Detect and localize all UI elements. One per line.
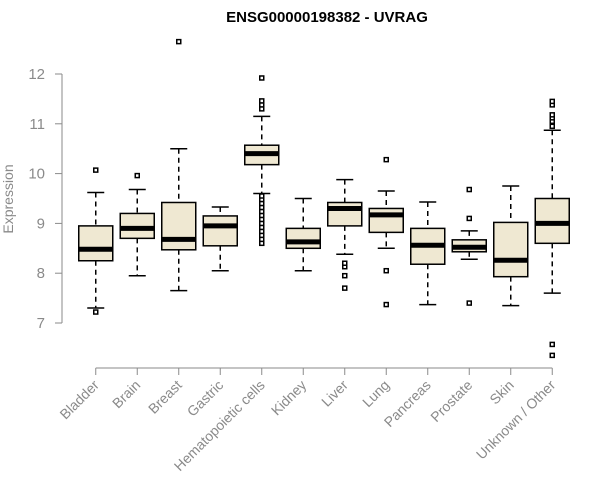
y-tick-label: 10 xyxy=(28,166,45,183)
outlier-point xyxy=(342,285,348,291)
box-item xyxy=(410,201,446,306)
outlier-point xyxy=(549,123,555,130)
outlier-point xyxy=(466,186,472,193)
box-rect xyxy=(368,207,404,234)
outlier-point xyxy=(466,215,472,222)
outlier-point xyxy=(342,272,348,279)
x-tick-label: Liver xyxy=(318,377,351,410)
y-tick-label: 12 xyxy=(28,66,45,83)
outlier-point xyxy=(383,156,389,163)
box-item xyxy=(451,186,487,306)
x-tick-label: Unknown / Other xyxy=(473,377,559,463)
box-item xyxy=(285,197,321,272)
y-tick-label: 8 xyxy=(37,265,45,282)
box-rect xyxy=(493,221,529,278)
x-tick-label: Brain xyxy=(109,377,143,411)
box-rect xyxy=(161,201,197,251)
outlier-point xyxy=(176,38,182,45)
box-rect xyxy=(285,227,321,250)
y-axis: 7 8 9 10 11 12 xyxy=(28,66,63,332)
box-rect xyxy=(78,225,114,262)
box-item xyxy=(534,98,570,359)
outlier-point xyxy=(466,300,472,306)
box-item xyxy=(119,172,155,277)
x-tick-label: Bladder xyxy=(56,377,102,423)
outlier-point xyxy=(549,112,555,118)
box-group xyxy=(78,38,570,359)
outlier-point xyxy=(383,301,389,308)
box-item xyxy=(244,75,280,247)
outlier-point xyxy=(93,309,99,315)
y-tick-label: 11 xyxy=(29,116,45,133)
outlier-point xyxy=(342,260,348,266)
box-item xyxy=(202,206,238,272)
y-tick-label: 7 xyxy=(37,315,45,332)
outlier-point xyxy=(259,75,265,81)
x-tick-label: Prostate xyxy=(427,377,475,425)
outlier-point xyxy=(549,98,555,105)
box-item xyxy=(78,167,114,315)
box-item xyxy=(327,178,363,291)
box-item xyxy=(161,38,197,292)
outlier-point xyxy=(134,172,140,179)
box-rect xyxy=(202,215,238,247)
x-tick-label: Kidney xyxy=(268,377,310,419)
outlier-point xyxy=(549,341,555,348)
outlier-point xyxy=(259,98,265,104)
box-item xyxy=(368,156,404,308)
x-tick-label: Skin xyxy=(486,377,517,408)
box-item xyxy=(493,185,529,307)
chart-title: ENSG00000198382 - UVRAG xyxy=(226,9,428,26)
outlier-point xyxy=(549,352,555,359)
y-axis-label: Expression xyxy=(0,164,16,233)
x-tick-label: Lung xyxy=(359,377,392,410)
outlier-point xyxy=(259,193,265,199)
outlier-point xyxy=(93,167,99,173)
x-tick-label: Breast xyxy=(145,377,185,417)
y-tick-label: 9 xyxy=(37,215,45,232)
outlier-point xyxy=(383,267,389,274)
